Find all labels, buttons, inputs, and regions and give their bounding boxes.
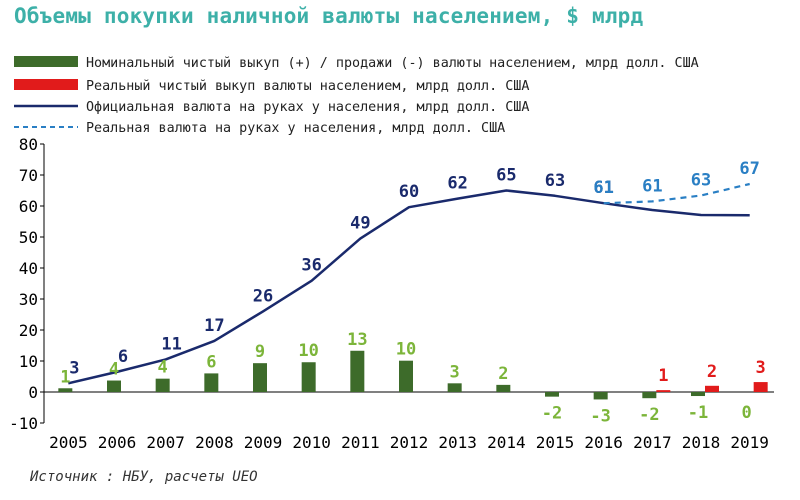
x-tick-label: 2012 (390, 433, 429, 452)
legend-label: Реальный чистый выкуп валюты населением,… (86, 79, 529, 94)
bar-label-nominal: 10 (396, 340, 416, 360)
x-tick-label: 2015 (536, 433, 575, 452)
bar-nominal (496, 384, 511, 392)
y-tick-label: 0 (28, 383, 38, 402)
y-tick-label: -10 (9, 414, 38, 433)
bar-nominal (545, 392, 559, 397)
source-note: Источник : НБУ, расчеты UEO (30, 469, 258, 485)
bar-label-nominal: 13 (347, 330, 367, 350)
bars (58, 350, 768, 400)
bar-nominal (593, 392, 608, 400)
bar-label-nominal: 2 (498, 364, 508, 384)
line-label-official: 36 (301, 256, 321, 276)
x-tick-label: 2008 (195, 433, 234, 452)
line-label-official: 6 (118, 347, 128, 367)
bar-label-nominal: 0 (742, 403, 752, 423)
legend-swatch-real-net (14, 79, 78, 90)
bar-nominal (350, 350, 365, 392)
bar-nominal (204, 373, 219, 392)
bar-nominal (155, 378, 170, 392)
legend-label: Реальная валюта на руках у населения, мл… (86, 121, 505, 136)
bar-label-nominal: 4 (158, 358, 168, 378)
line-label-official: 17 (204, 316, 224, 336)
bar-nominal (58, 388, 73, 392)
line-label-official: 62 (447, 174, 467, 194)
line-label-official: 3 (69, 358, 79, 378)
bar-label-real-net: 2 (707, 362, 717, 382)
x-tick-label: 2006 (98, 433, 137, 452)
line-label-official: 49 (350, 214, 370, 234)
y-tick-label: 20 (19, 321, 38, 340)
y-tick-label: 50 (19, 228, 38, 247)
y-tick-label: 60 (19, 197, 38, 216)
x-tick-label: 2016 (584, 433, 623, 452)
bar-nominal (447, 383, 462, 392)
y-axis: -10 0 10 20 30 40 50 60 70 80 (9, 135, 44, 433)
y-tick-label: 70 (19, 166, 38, 185)
bar-label-nominal: 3 (450, 362, 460, 382)
bar-nominal (253, 363, 267, 392)
legend-swatch-nominal (14, 56, 78, 67)
line-label-official: 65 (496, 166, 516, 186)
line-label-real-cash: 61 (642, 176, 662, 196)
bar-label-nominal: -1 (688, 403, 708, 423)
x-tick-label: 2017 (633, 433, 672, 452)
bar-label-nominal: 6 (206, 352, 216, 372)
line-label-official: 61 (593, 178, 613, 198)
line-label-official: 63 (545, 171, 565, 191)
x-tick-label: 2007 (146, 433, 185, 452)
bar-label-real-net: 3 (756, 358, 766, 378)
x-tick-label: 2009 (244, 433, 283, 452)
lines (68, 182, 750, 385)
page-title: Объемы покупки наличной валюты население… (14, 4, 644, 28)
x-tick-label: 2011 (341, 433, 380, 452)
bar-label-nominal: -3 (590, 406, 610, 426)
line-label-real-cash: 67 (739, 159, 759, 179)
y-tick-label: 40 (19, 259, 38, 278)
x-tick-label: 2014 (487, 433, 526, 452)
x-tick-label: 2018 (682, 433, 721, 452)
bar-nominal (107, 380, 121, 392)
legend-label: Официальная валюта на руках у населения,… (86, 100, 529, 115)
x-axis: 2005 2006 2007 2008 2009 2010 2011 2012 2013 2014… (49, 433, 769, 452)
x-tick-label: 2013 (438, 433, 477, 452)
bar-label-nominal: 10 (298, 341, 318, 361)
x-tick-label: 2005 (49, 433, 88, 452)
bar-nominal (642, 392, 657, 399)
bar-label-nominal: 1 (60, 367, 70, 387)
x-tick-label: 2010 (292, 433, 331, 452)
line-label-official: 60 (399, 182, 419, 202)
bar-nominal (691, 392, 705, 397)
bar-real-net (656, 390, 671, 392)
bar-nominal (301, 362, 316, 392)
line-label-official: 26 (253, 286, 273, 306)
legend-label: Номинальный чистый выкуп (+) / продажи (… (86, 56, 699, 71)
legend: Номинальный чистый выкуп (+) / продажи (… (14, 56, 699, 136)
bar-label-nominal: -2 (542, 404, 562, 424)
bar-nominal (399, 360, 413, 392)
x-tick-label: 2019 (730, 433, 769, 452)
line-official (68, 189, 750, 385)
y-tick-label: 30 (19, 290, 38, 309)
bar-real-net (705, 385, 719, 392)
bar-label-real-net: 1 (658, 366, 668, 386)
y-tick-label: 80 (19, 135, 38, 154)
y-tick-label: 10 (19, 352, 38, 371)
line-real-cash (603, 182, 750, 205)
bar-real-net (753, 382, 768, 392)
bar-label-nominal: -2 (639, 405, 659, 425)
line-label-real-cash: 61 (593, 178, 613, 198)
bar-label-nominal: 9 (255, 342, 265, 362)
line-label-official: 11 (161, 334, 181, 354)
line-label-real-cash: 63 (691, 170, 711, 190)
bar-label-nominal: 4 (109, 360, 119, 380)
